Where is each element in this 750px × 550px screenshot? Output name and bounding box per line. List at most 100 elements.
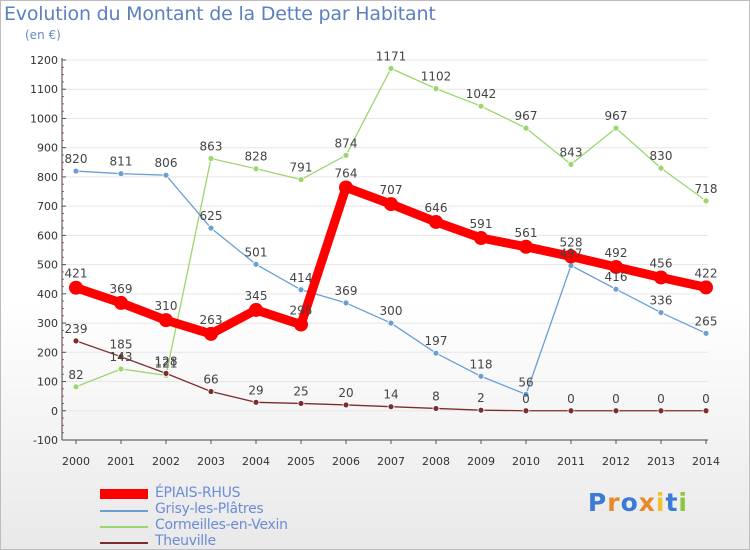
data-label: 718 — [695, 182, 718, 196]
data-point — [522, 124, 530, 132]
data-label: 56 — [518, 375, 533, 389]
data-point — [204, 326, 218, 341]
data-label: 0 — [612, 392, 620, 406]
data-label: 863 — [200, 140, 223, 154]
legend-swatch — [100, 526, 148, 528]
data-label: 0 — [567, 392, 575, 406]
data-label: 66 — [203, 372, 218, 386]
data-point — [654, 270, 668, 285]
data-label: 8 — [432, 389, 440, 403]
data-label: 830 — [650, 149, 673, 163]
data-point — [117, 365, 125, 373]
data-point — [522, 390, 530, 398]
data-point — [432, 85, 440, 93]
data-label: 0 — [522, 392, 530, 406]
x-tick-label: 2009 — [467, 455, 495, 468]
data-label: 121 — [155, 356, 178, 370]
legend-item: Grisy-les-Plâtres — [100, 501, 400, 518]
legend-swatch — [100, 489, 148, 499]
data-point — [477, 406, 485, 414]
data-point — [387, 65, 395, 72]
chart-unit-subtitle: (en €) — [25, 28, 61, 42]
logo-letter: P — [587, 488, 608, 517]
y-tick-label: 0 — [51, 405, 58, 418]
data-point — [564, 249, 578, 264]
data-label: 561 — [515, 226, 538, 240]
data-point — [72, 167, 80, 175]
data-label: 197 — [425, 334, 448, 348]
data-point — [342, 401, 350, 409]
logo-letter: i — [655, 488, 666, 517]
data-point — [609, 259, 623, 274]
data-label: 501 — [245, 245, 268, 259]
data-label: 764 — [335, 166, 358, 180]
y-tick-label: 400 — [37, 288, 58, 301]
data-point — [114, 295, 128, 310]
x-tick-label: 2011 — [557, 455, 585, 468]
legend-label: ÉPIAIS-RHUS — [155, 485, 241, 501]
x-tick-label: 2002 — [152, 455, 180, 468]
legend-label: Cormeilles-en-Vexin — [155, 517, 288, 533]
data-point — [702, 407, 710, 415]
data-point — [384, 197, 398, 212]
data-label: 336 — [650, 294, 673, 308]
x-tick-label: 2010 — [512, 455, 540, 468]
data-point — [612, 285, 620, 293]
y-tick-label: 1000 — [30, 112, 58, 125]
data-label: 128 — [155, 354, 178, 368]
data-label: 707 — [380, 183, 403, 197]
logo-letter: i — [678, 488, 688, 517]
data-point — [657, 309, 665, 316]
legend-label: Grisy-les-Plâtres — [155, 501, 264, 517]
data-label: 874 — [335, 136, 358, 150]
data-point — [72, 383, 80, 391]
data-point — [477, 102, 485, 110]
data-label: 843 — [560, 145, 583, 159]
data-point — [657, 164, 665, 172]
data-point — [432, 349, 440, 357]
data-point — [657, 407, 665, 415]
data-point — [429, 214, 443, 229]
data-label: 591 — [470, 217, 493, 231]
data-label: 295 — [290, 304, 313, 318]
x-tick-label: 2012 — [602, 455, 630, 468]
data-label: 414 — [290, 271, 313, 285]
data-point — [162, 369, 170, 377]
data-label: 0 — [702, 392, 710, 406]
chart-legend: ÉPIAIS-RHUS Grisy-les-Plâtres Cormeilles-e… — [100, 485, 400, 550]
data-label: 2 — [477, 391, 485, 405]
data-label: 806 — [155, 156, 178, 170]
data-label: 820 — [65, 152, 88, 166]
legend-swatch — [100, 542, 148, 544]
data-label: 118 — [470, 357, 493, 371]
data-point — [72, 337, 80, 345]
data-label: 369 — [335, 284, 358, 298]
data-label: 1171 — [376, 49, 407, 63]
data-label: 421 — [65, 267, 88, 281]
data-point — [252, 165, 260, 173]
legend-item: ÉPIAIS-RHUS — [100, 485, 400, 502]
data-label: 310 — [155, 299, 178, 313]
data-point — [477, 372, 485, 380]
proxiti-logo: Proxiti — [588, 488, 688, 517]
data-point — [522, 407, 530, 415]
data-point — [297, 286, 305, 294]
data-label: 791 — [290, 161, 313, 175]
x-tick-label: 2006 — [332, 455, 360, 468]
data-point — [117, 353, 125, 361]
logo-letter: x — [638, 488, 656, 517]
data-point — [207, 388, 215, 395]
data-point — [342, 299, 350, 307]
data-point — [297, 400, 305, 407]
data-point — [612, 407, 620, 415]
data-point — [342, 151, 350, 159]
data-label: 497 — [560, 246, 583, 260]
data-point — [297, 176, 305, 183]
y-tick-label: 300 — [37, 317, 58, 330]
data-label: 25 — [293, 384, 308, 398]
x-tick-label: 2000 — [62, 455, 90, 468]
legend-swatch — [100, 510, 148, 512]
y-tick-label: 100 — [37, 376, 58, 389]
data-point — [612, 124, 620, 132]
